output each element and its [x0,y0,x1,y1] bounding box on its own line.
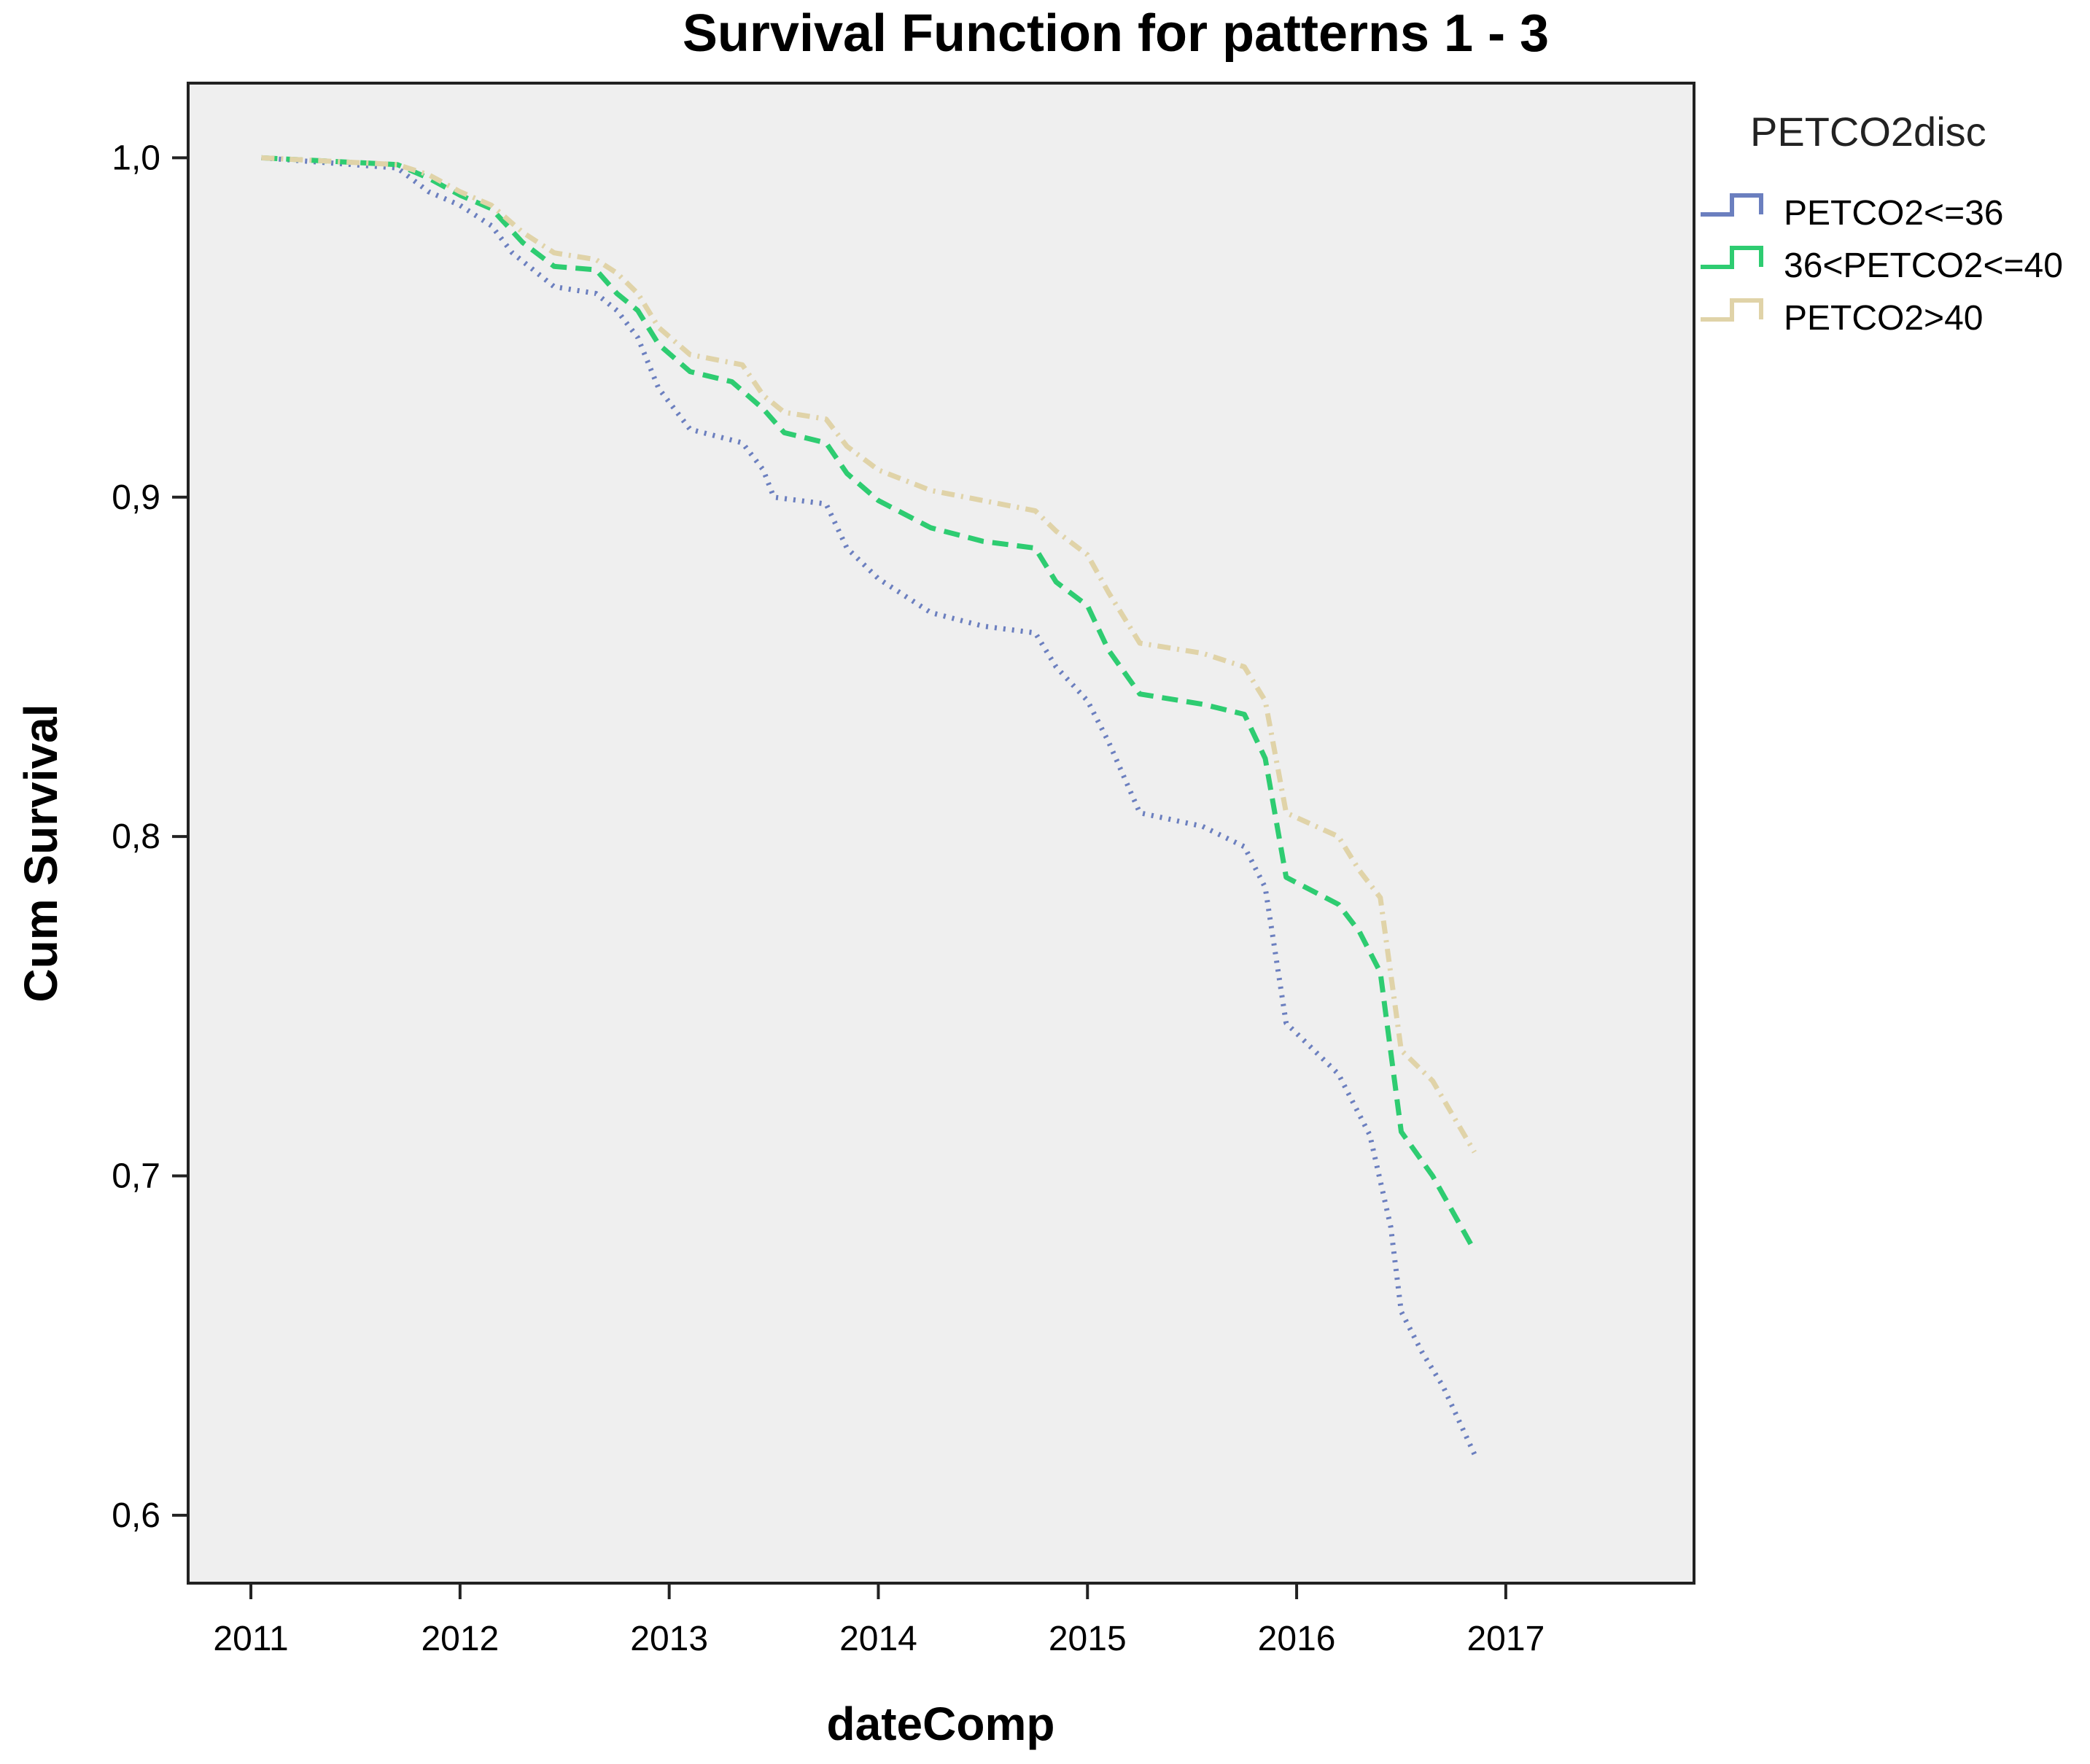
y-tick-label: 0,8 [112,817,160,856]
y-tick-label: 1,0 [112,139,160,177]
x-tick-label: 2012 [421,1620,499,1658]
legend-title: PETCO2disc [1750,109,1986,155]
x-tick-label: 2014 [839,1620,917,1658]
legend-label-1: PETCO2<=36 [1784,194,2004,233]
y-axis-label: Cum Survival [15,704,67,1002]
plot-area [187,82,1695,1585]
legend-swatch-3 [1701,298,1763,322]
x-tick-label: 2015 [1049,1620,1127,1658]
legend-label-3: PETCO2>40 [1784,299,1983,338]
legend: PETCO2<=36 36<PETCO2<=40 PETCO2>40 [1701,193,2063,338]
series-line-3 [261,155,1477,1154]
axes: 2011 2012 2013 2014 2015 2016 2017 0,6 0,7 0,8 0,9… [112,139,1545,1658]
x-axis-label: dateComp [827,1698,1055,1750]
legend-swatch-1 [1701,193,1763,217]
y-tick-label: 0,7 [112,1157,160,1196]
legend-swatch-2 [1701,246,1763,269]
x-tick-label: 2013 [630,1620,708,1658]
series-lines [261,155,1477,1456]
legend-label-2: 36<PETCO2<=40 [1784,246,2063,285]
chart-title: Survival Function for patterns 1 - 3 [683,4,1549,63]
x-tick-label: 2017 [1467,1620,1545,1658]
x-tick-label: 2011 [213,1620,288,1658]
y-tick-label: 0,9 [112,478,160,517]
x-tick-label: 2016 [1258,1620,1336,1658]
y-tick-label: 0,6 [112,1496,160,1535]
series-line-2 [261,155,1477,1252]
